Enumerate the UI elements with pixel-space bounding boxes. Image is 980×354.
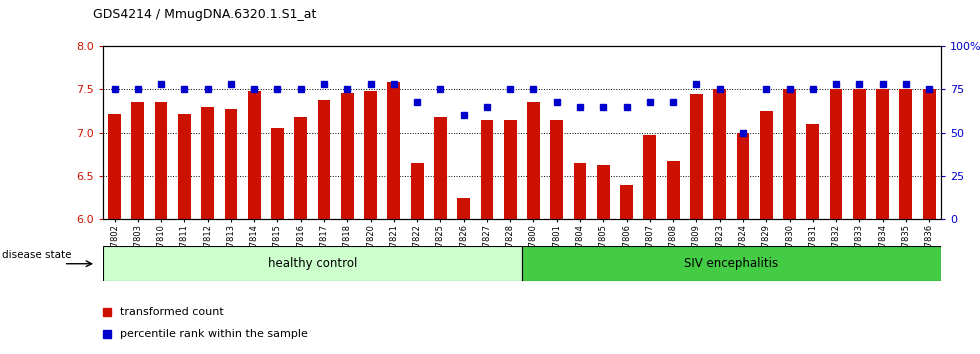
Bar: [597, 165, 610, 219]
Bar: [876, 89, 889, 219]
Bar: [387, 82, 400, 219]
Bar: [318, 100, 330, 219]
Bar: [480, 120, 493, 219]
Bar: [713, 89, 726, 219]
Bar: [155, 102, 168, 219]
Bar: [900, 89, 912, 219]
Bar: [923, 89, 936, 219]
Text: GDS4214 / MmugDNA.6320.1.S1_at: GDS4214 / MmugDNA.6320.1.S1_at: [93, 8, 317, 21]
Text: SIV encephalitis: SIV encephalitis: [684, 257, 778, 270]
Bar: [341, 93, 354, 219]
Bar: [737, 133, 750, 219]
Bar: [248, 91, 261, 219]
Bar: [434, 117, 447, 219]
Bar: [666, 161, 679, 219]
Bar: [224, 109, 237, 219]
Bar: [690, 94, 703, 219]
Bar: [504, 120, 516, 219]
Bar: [807, 124, 819, 219]
Bar: [108, 114, 121, 219]
Bar: [830, 89, 843, 219]
Bar: [271, 129, 284, 219]
Bar: [458, 198, 470, 219]
Bar: [521, 246, 941, 281]
Text: transformed count: transformed count: [120, 307, 223, 318]
Bar: [103, 246, 521, 281]
Bar: [551, 120, 564, 219]
Bar: [201, 107, 214, 219]
Bar: [365, 91, 377, 219]
Bar: [853, 89, 865, 219]
Bar: [131, 102, 144, 219]
Bar: [620, 185, 633, 219]
Bar: [783, 89, 796, 219]
Bar: [573, 163, 586, 219]
Bar: [644, 135, 657, 219]
Text: percentile rank within the sample: percentile rank within the sample: [120, 329, 308, 339]
Bar: [178, 114, 191, 219]
Bar: [527, 102, 540, 219]
Bar: [411, 163, 423, 219]
Bar: [760, 111, 772, 219]
Bar: [294, 117, 307, 219]
Text: disease state: disease state: [2, 250, 72, 260]
Text: healthy control: healthy control: [268, 257, 357, 270]
